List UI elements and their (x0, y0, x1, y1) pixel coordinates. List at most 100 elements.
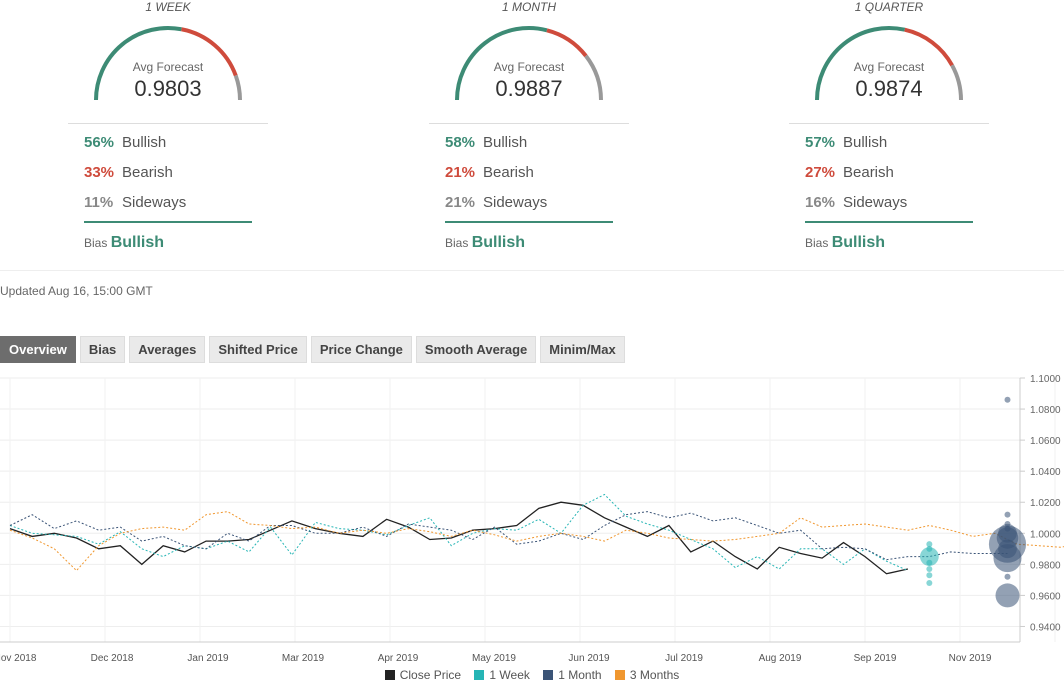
gauge-bullish-arc (455, 26, 548, 101)
legend-label: Close Price (399, 668, 462, 682)
gauge-bullish-arc (815, 26, 906, 101)
avg-forecast-value: 0.9887 (495, 76, 563, 101)
bearish-stat: 27% Bearish (805, 164, 894, 181)
x-tick-label: Jun 2019 (568, 653, 610, 664)
sideways-stat: 11% Sideways (84, 194, 186, 211)
updated-timestamp: Updated Aug 16, 15:00 GMT (0, 284, 153, 298)
bearish-stat: 21% Bearish (445, 164, 534, 181)
tab-overview[interactable]: Overview (0, 336, 76, 363)
bias-label: Bias (84, 236, 108, 250)
bias-value: Bullish (831, 234, 886, 251)
section-divider (0, 270, 1064, 271)
y-tick-label: 1.0000 (1030, 529, 1061, 540)
sideways-stat: 21% Sideways (445, 194, 547, 211)
period-label: 1 MONTH (502, 0, 556, 14)
bullish-label: Bullish (843, 134, 888, 151)
bearish-label: Bearish (843, 164, 894, 181)
chart-tabs: Overview Bias Averages Shifted Price Pri… (0, 336, 625, 363)
forecast-bubble (919, 547, 939, 566)
gauge-sideways-arc (233, 74, 242, 101)
legend-1-week[interactable]: 1 Week (474, 668, 530, 682)
bias-row: Bias Bullish (805, 234, 885, 252)
avg-forecast-label: Avg Forecast (493, 60, 565, 74)
gauge-sideways-arc (950, 64, 963, 101)
sideways-label: Sideways (843, 194, 908, 211)
bullish-stat: 56% Bullish (84, 134, 166, 151)
bias-underline (445, 221, 613, 223)
week-forecast-line (9, 493, 909, 572)
bullish-stat: 57% Bullish (805, 134, 887, 151)
bullish-stat: 58% Bullish (445, 134, 527, 151)
y-tick-label: 0.9600 (1030, 591, 1061, 602)
y-tick-label: 1.1000 (1030, 374, 1061, 385)
legend-label: 1 Week (489, 668, 530, 682)
legend-swatch (474, 670, 485, 680)
avg-forecast-value: 0.9803 (134, 76, 202, 101)
legend-swatch (614, 670, 625, 680)
period-label: 1 WEEK (145, 0, 191, 14)
forecast-bubble (993, 544, 1022, 573)
sideways-percent: 11% (84, 194, 114, 211)
bias-label: Bias (805, 236, 829, 250)
bias-underline (805, 221, 973, 223)
tab-price-change[interactable]: Price Change (310, 336, 412, 363)
x-tick-label: May 2019 (472, 653, 516, 664)
forecast-bubble (926, 541, 933, 548)
bias-value: Bullish (471, 234, 526, 251)
forecast-gauge (94, 26, 242, 101)
forecast-bubble (926, 566, 933, 573)
y-tick-label: 0.9800 (1030, 560, 1061, 571)
legend-1-month[interactable]: 1 Month (543, 668, 602, 682)
gauge-bullish-arc (94, 26, 182, 101)
tab-smooth-average[interactable]: Smooth Average (415, 336, 537, 363)
legend-3-months[interactable]: 3 Months (614, 668, 679, 682)
x-tick-label: Jul 2019 (665, 653, 703, 664)
tab-minim-max[interactable]: Minim/Max (540, 336, 625, 363)
sideways-percent: 21% (445, 194, 476, 211)
tab-bias[interactable]: Bias (79, 336, 126, 363)
bullish-percent: 58% (445, 134, 476, 151)
divider (429, 123, 629, 124)
forecast-bubble (1004, 511, 1011, 518)
bearish-percent: 21% (445, 164, 476, 181)
x-tick-label: Sep 2019 (854, 653, 897, 664)
tab-averages[interactable]: Averages (129, 336, 206, 363)
bearish-label: Bearish (122, 164, 173, 181)
x-tick-label: Apr 2019 (378, 653, 419, 664)
gauge-bearish-arc (904, 27, 954, 67)
divider (789, 123, 989, 124)
x-tick-label: Nov 2019 (949, 653, 992, 664)
bias-row: Bias Bullish (84, 234, 164, 252)
y-tick-label: 0.9400 (1030, 622, 1061, 633)
forecast-gauge (455, 26, 603, 101)
sideways-stat: 16% Sideways (805, 194, 907, 211)
forecast-gauge (815, 26, 963, 101)
forecast-chart: 0.9400 0.9600 0.9800 1.0000 1.0200 1.0400 1.06… (0, 374, 1064, 664)
bullish-percent: 57% (805, 134, 836, 151)
avg-forecast-label: Avg Forecast (853, 60, 925, 74)
x-tick-label: Nov 2018 (0, 653, 37, 664)
y-tick-label: 1.0200 (1030, 498, 1061, 509)
sideways-percent: 16% (805, 194, 836, 211)
bias-label: Bias (445, 236, 469, 250)
sideways-label: Sideways (122, 194, 187, 211)
gauge-bearish-arc (181, 27, 238, 77)
period-label: 1 QUARTER (854, 0, 924, 14)
bearish-percent: 33% (84, 164, 115, 181)
bullish-label: Bullish (483, 134, 528, 151)
divider (68, 123, 268, 124)
legend-swatch (384, 670, 395, 680)
bearish-label: Bearish (483, 164, 534, 181)
y-tick-label: 1.0800 (1030, 405, 1061, 416)
avg-forecast-label: Avg Forecast (132, 60, 204, 74)
gauge-bearish-arc (546, 28, 588, 58)
forecast-bubble (995, 583, 1020, 608)
x-tick-label: Mar 2019 (282, 653, 325, 664)
bearish-stat: 33% Bearish (84, 164, 173, 181)
forecast-bubble (926, 579, 933, 586)
legend-close-price[interactable]: Close Price (384, 668, 462, 682)
gauge-sideways-arc (584, 54, 603, 101)
bias-value: Bullish (110, 234, 165, 251)
x-tick-label: Dec 2018 (91, 653, 134, 664)
tab-shifted-price[interactable]: Shifted Price (209, 336, 307, 363)
